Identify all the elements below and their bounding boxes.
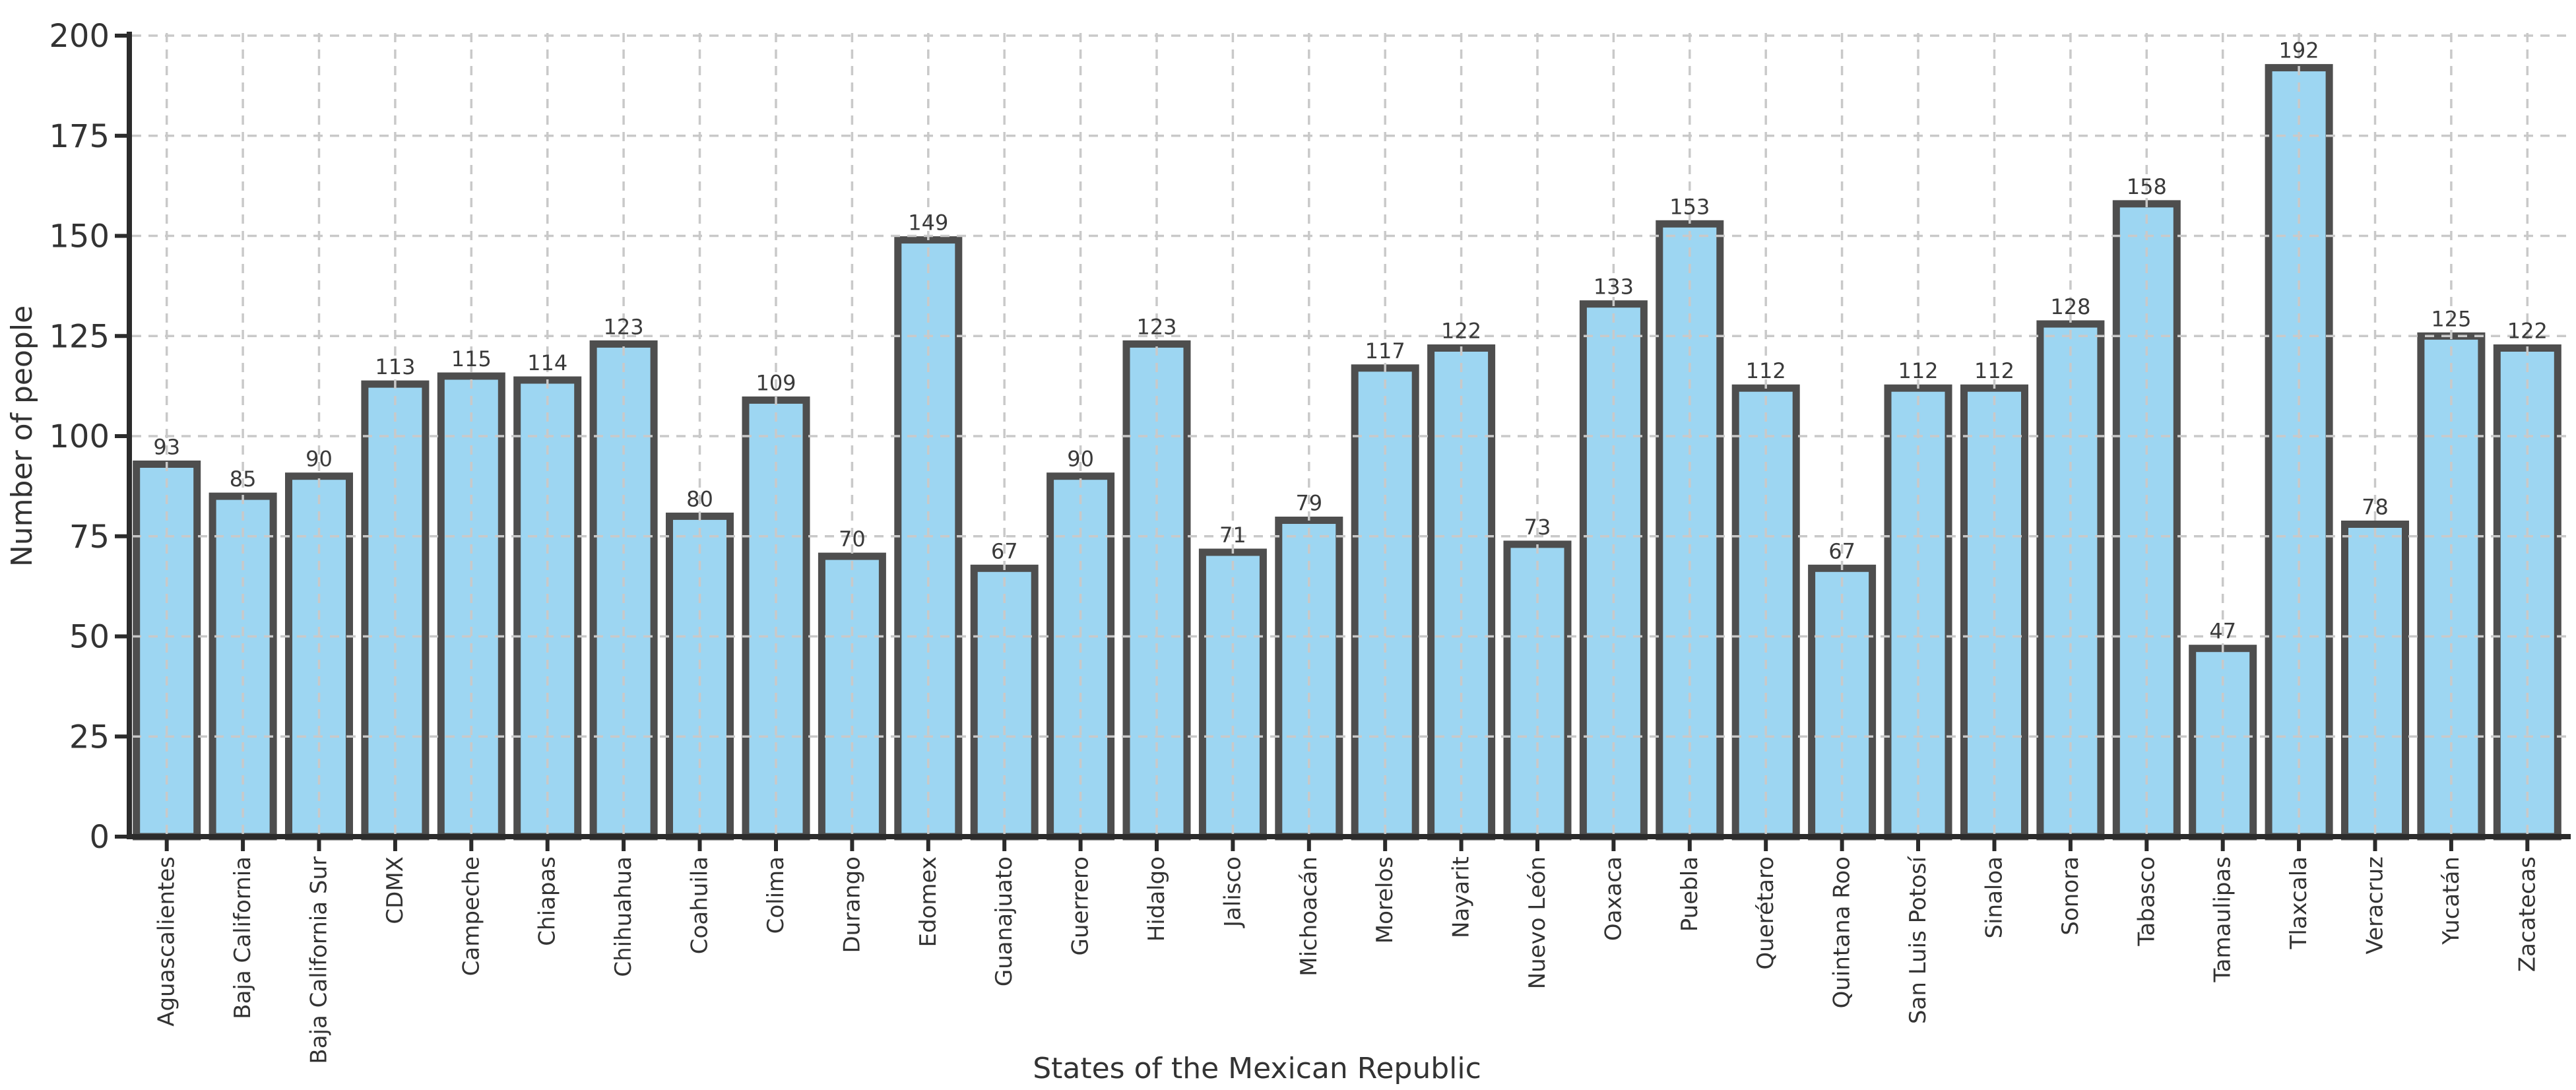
bar-value-label: 128 [2050,294,2090,319]
bar-value-label: 90 [1067,447,1094,472]
x-tick-label: Guerrero [1068,856,1094,955]
bar-value-label: 123 [1136,314,1176,339]
bars-layer [133,64,2561,841]
bar-value-label: 47 [2209,619,2236,644]
y-tick-label: 125 [49,318,110,355]
x-tick-label: Chiapas [534,856,561,946]
bar-value-label: 153 [1669,194,1710,219]
axes-layer [115,32,2571,851]
y-tick-label: 25 [69,719,110,755]
bar-value-labels-layer: 93 85 90 113 115 114 123 80 109 70 149 67 90 123 71 79 1… [153,38,2547,644]
y-tick-label: 100 [49,418,110,455]
tick-labels-layer: 0 25 50 75 100 125 150 175 200 Aguascalientes Baja… [49,18,2540,1064]
x-tick-label: Baja California [230,856,256,1019]
bar-value-label: 73 [1524,515,1551,540]
x-tick-label: Yucatán [2438,856,2464,946]
bar-value-label: 115 [451,346,492,371]
bar-value-label: 125 [2431,306,2471,331]
y-tick-label: 200 [49,18,110,55]
bar-value-label: 67 [1828,538,1855,563]
bar-value-label: 158 [2127,174,2167,199]
x-tick-label: Durango [839,856,865,953]
x-tick-label: Coahuila [687,856,713,954]
x-tick-label: Michoacán [1296,856,1322,977]
bar-value-label: 122 [2507,319,2548,344]
x-tick-label: Sinaloa [1981,856,2008,939]
bar-value-label: 93 [153,435,180,460]
x-tick-label: Veracruz [2362,856,2389,954]
x-tick-label: Campeche [458,856,484,976]
y-tick-label: 75 [69,519,110,556]
bar [2341,521,2409,841]
bar-value-label: 117 [1365,338,1405,364]
y-tick-label: 150 [49,218,110,255]
y-axis-label: Number of people [5,305,39,567]
x-tick-label: Querétaro [1753,856,1779,970]
bar-value-label: 90 [306,447,333,472]
x-tick-label: Jalisco [1219,856,1246,928]
bar-value-label: 71 [1219,523,1246,548]
x-tick-label: Quintana Roo [1829,856,1855,1008]
bar-value-label: 112 [1746,358,1786,383]
x-tick-label: Nuevo León [1524,856,1551,989]
bar-value-label: 112 [1974,358,2014,383]
x-tick-label: Morelos [1372,856,1398,944]
bar-value-label: 114 [527,350,567,375]
bar-value-label: 133 [1594,274,1634,300]
y-tick-label: 175 [49,118,110,155]
x-tick-label: CDMX [382,856,408,924]
bar-value-label: 113 [375,354,415,379]
x-tick-label: Colima [763,856,789,934]
bar-value-label: 123 [604,314,644,339]
x-tick-label: Aguascalientes [154,856,180,1027]
y-tick-label: 50 [69,619,110,656]
x-tick-label: Sonora [2057,856,2084,936]
bar-value-label: 67 [991,538,1018,563]
x-tick-label: Guanajuato [991,856,1017,986]
x-tick-label: Tamaulipas [2210,856,2236,983]
x-tick-label: Chihuahua [610,856,637,977]
bar-value-label: 149 [908,210,948,236]
bar-value-label: 122 [1441,319,1481,344]
bar-value-label: 109 [756,370,796,395]
bar-value-label: 79 [1295,491,1322,516]
bar [1503,540,1572,841]
bar-value-label: 112 [1898,358,1938,383]
x-tick-label: San Luis Potosí [1905,855,1931,1024]
bar-value-label: 78 [2362,495,2389,520]
gridlines-layer [132,33,2571,834]
bar-value-label: 85 [230,466,257,492]
x-tick-label: Tlaxcala [2286,856,2312,949]
x-tick-label: Nayarit [1448,856,1475,938]
x-tick-label: Zacatecas [2514,856,2540,972]
bar-value-label: 80 [686,486,713,511]
x-tick-label: Oaxaca [1600,856,1626,941]
x-tick-label: Puebla [1677,856,1703,932]
bar-value-label: 192 [2279,38,2319,63]
x-axis-label: States of the Mexican Republic [1033,1052,1481,1085]
x-tick-label: Tabasco [2133,856,2160,947]
x-tick-label: Edomex [915,856,942,947]
x-tick-label: Hidalgo [1143,856,1170,942]
x-tick-label: Baja California Sur [306,856,333,1064]
bar-value-label: 70 [839,527,866,552]
y-tick-label: 0 [89,819,110,856]
